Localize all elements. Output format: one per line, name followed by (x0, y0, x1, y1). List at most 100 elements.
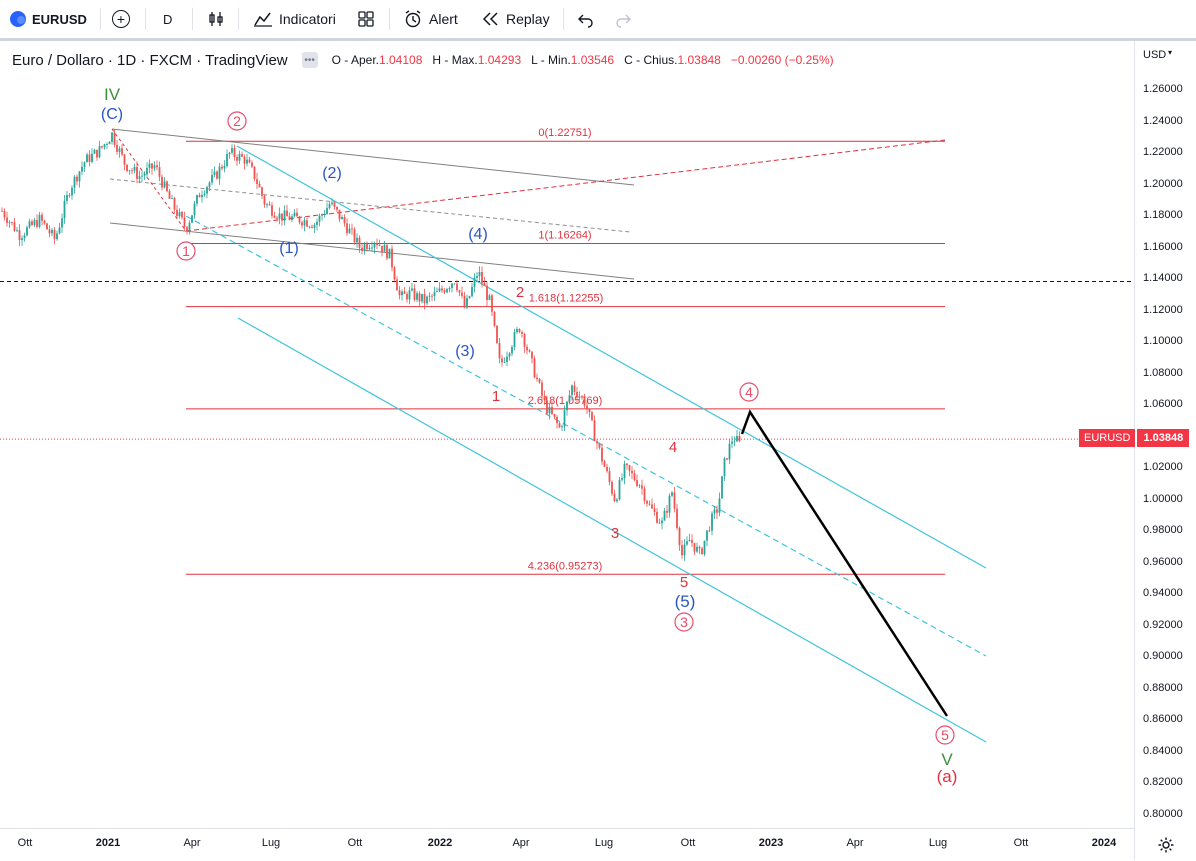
candle-body (38, 214, 41, 227)
candle-body (643, 488, 646, 501)
candle-body (521, 332, 523, 335)
close-label: C - Chius. (624, 53, 678, 67)
legend-title: Euro / Dollaro · 1D · FXCM · TradingView (12, 51, 288, 69)
candle-body (298, 216, 301, 223)
fib-level-label: 1(1.16264) (538, 229, 591, 241)
wave-label-a: (a) (937, 767, 958, 786)
candle-body (6, 217, 8, 223)
candle-body (698, 546, 701, 549)
candle-body (226, 154, 228, 167)
open-value: 1.04108 (379, 53, 423, 67)
interval-button[interactable]: D (163, 0, 172, 38)
candle-body (603, 461, 606, 467)
replay-rewind-icon (482, 12, 498, 26)
candle-body (406, 293, 408, 300)
candle-body (171, 198, 173, 199)
candle-body (421, 293, 423, 302)
candle-body (576, 391, 578, 398)
candle-body (623, 463, 626, 479)
channel-middle (185, 215, 987, 657)
candle-body (458, 290, 461, 293)
alert-button[interactable]: Alert (403, 0, 458, 38)
candle-body (648, 503, 651, 505)
candle-body (138, 176, 141, 179)
price-tick-label: 0.80000 (1143, 808, 1183, 820)
time-tick-label: 2024 (1091, 837, 1117, 849)
candle-body (673, 492, 676, 509)
candle-body (258, 183, 261, 188)
wave-circle-3: 3 (680, 614, 688, 630)
candle-body (671, 492, 673, 496)
candle-body (101, 146, 103, 148)
candle-body (733, 441, 736, 443)
candle-body (693, 542, 696, 552)
currency-label[interactable]: USD (1143, 49, 1167, 61)
redo-button[interactable] (614, 0, 632, 38)
candle-body (198, 195, 201, 198)
chevron-down-icon: ▾ (1168, 48, 1173, 57)
price-chart[interactable]: 0(1.22751) 1(1.16264) 1.618(1.12255) 2.618(… (0, 41, 1134, 828)
time-tick-label: Ott (1013, 837, 1029, 849)
candle-body (416, 293, 418, 300)
fib-level-label: 2.618(1.05769) (528, 395, 603, 407)
low-value: 1.03546 (570, 53, 615, 67)
candle-body (503, 362, 506, 363)
wave-circle-1-circle (176, 241, 196, 261)
candle-body (133, 166, 136, 171)
candle-body (538, 379, 541, 383)
candle-body (68, 195, 71, 196)
candle-body (516, 329, 518, 333)
time-tick-label: Apr (512, 837, 530, 849)
candle-body (348, 228, 351, 234)
undo-button[interactable] (577, 0, 595, 38)
price-tick-label: 0.96000 (1143, 555, 1183, 568)
wave-label-r3: 3 (611, 525, 619, 542)
legend-more-icon[interactable]: ••• (301, 52, 318, 68)
candle-body (83, 162, 86, 167)
symbol-search-button[interactable]: EURUSD (10, 0, 87, 38)
candle-body (721, 476, 723, 499)
candle-body (631, 470, 633, 474)
candles-icon (209, 12, 223, 26)
candle-body (18, 230, 21, 241)
settings-gear-icon[interactable] (1157, 836, 1175, 854)
price-axis[interactable]: USD ▾ 1.26000 1.24000 1.22000 1.20000 1.1800… (1134, 41, 1196, 860)
candle-body (328, 204, 331, 209)
candle-body (158, 167, 161, 177)
candle-body (488, 295, 491, 300)
candle-body (676, 508, 678, 528)
candle-body (223, 166, 226, 169)
wave-circle-2-circle (227, 111, 247, 131)
candle-body (221, 166, 223, 169)
candle-body (33, 220, 36, 225)
time-axis[interactable]: Ott 2021 Apr Lug Ott 2022 Apr Lug Ott 2023 Apr Lug O… (0, 828, 1174, 861)
candle-body (203, 193, 206, 196)
indicators-button[interactable]: Indicatori (253, 0, 336, 38)
candle-body (31, 221, 33, 225)
candle-body (148, 163, 151, 168)
chart-type-button[interactable] (207, 0, 225, 38)
compare-add-button[interactable]: + (112, 0, 130, 38)
candle-body (358, 237, 361, 248)
time-tick-label: Ott (17, 837, 33, 849)
replay-button[interactable]: Replay (482, 0, 550, 38)
candle-body (668, 495, 671, 513)
candle-body (593, 420, 596, 442)
wave-label-r5: 5 (680, 574, 688, 591)
candle-body (466, 298, 468, 308)
fib-level-label: 1.618(1.12255) (529, 293, 604, 305)
candle-body (276, 217, 278, 219)
candle-body (463, 295, 466, 308)
candle-body (701, 548, 703, 555)
candle-body (666, 510, 668, 513)
redo-icon (616, 14, 631, 28)
candle-body (141, 175, 143, 177)
candle-body (621, 478, 623, 480)
candle-body (128, 170, 131, 172)
candle-body (166, 181, 168, 192)
toolbar-divider (0, 38, 1196, 41)
candle-body (78, 171, 81, 182)
candle-body (713, 509, 716, 514)
chart-pane[interactable]: 0(1.22751) 1(1.16264) 1.618(1.12255) 2.618(… (0, 41, 1134, 828)
layouts-button[interactable] (357, 0, 375, 38)
